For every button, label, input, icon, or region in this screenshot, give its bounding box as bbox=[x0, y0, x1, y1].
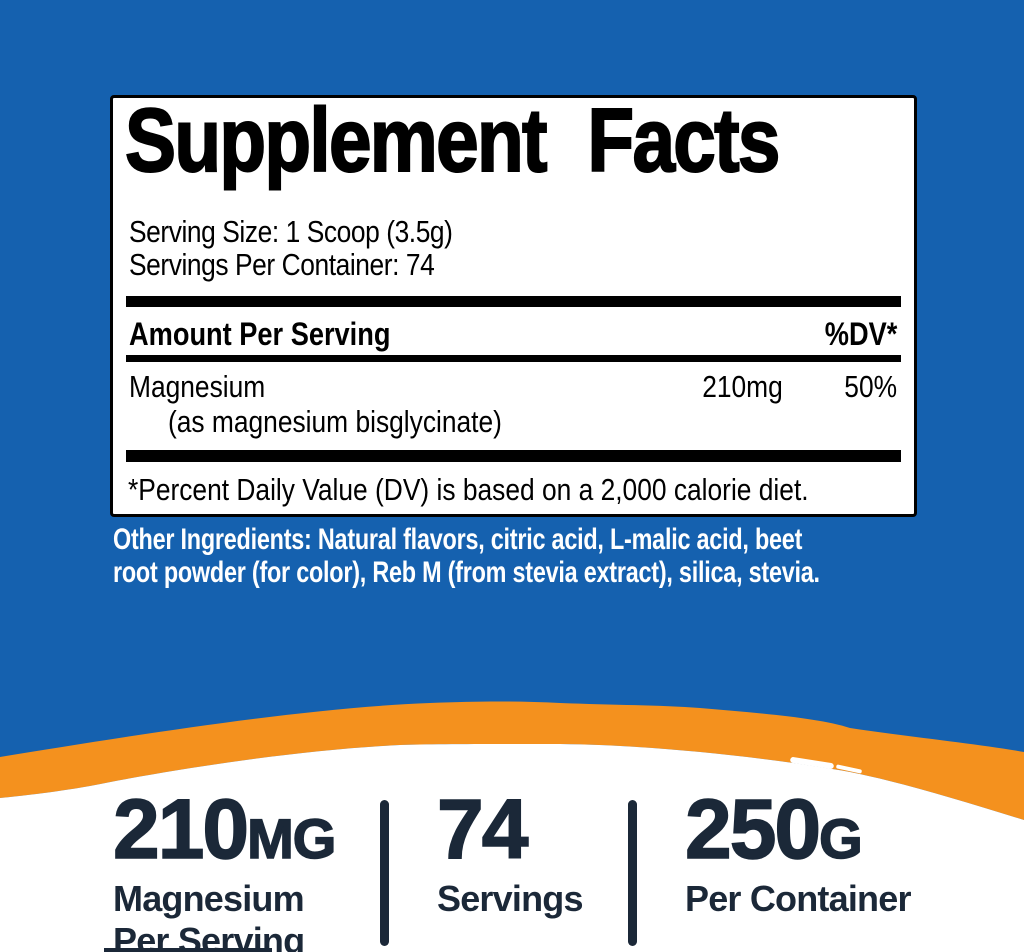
supplement-facts-panel: Supplement Facts Serving Size: 1 Scoop (… bbox=[110, 95, 917, 517]
medium-divider-bar bbox=[126, 355, 901, 362]
other-ingredients: Other Ingredients: Natural flavors, citr… bbox=[113, 523, 1013, 589]
nutrient-dv-percent: 50% bbox=[844, 369, 897, 404]
nutrient-row-magnesium: Magnesium 210mg 50% bbox=[129, 369, 897, 404]
stat-unit: G bbox=[818, 806, 863, 871]
brush-texture-sliver bbox=[790, 757, 834, 769]
orange-brush-stroke bbox=[0, 690, 1024, 952]
stat-label-line1: Per Container bbox=[685, 878, 911, 919]
stat-divider bbox=[380, 800, 389, 946]
stat-divider bbox=[628, 800, 637, 946]
stat-servings: 74 Servings bbox=[436, 786, 583, 920]
servings-per-container-line: Servings Per Container: 74 bbox=[129, 247, 435, 282]
stat-value: 250 bbox=[684, 782, 822, 876]
stat-value-line: 250G bbox=[684, 786, 911, 881]
stat-magnesium-per-serving: 210MG Magnesium Per Serving bbox=[112, 786, 337, 952]
daily-value-footnote-text: *Percent Daily Value (DV) is based on a … bbox=[128, 472, 809, 507]
white-footer-path bbox=[0, 744, 1024, 952]
stat-value: 74 bbox=[436, 782, 529, 876]
stat-unit: MG bbox=[246, 806, 337, 871]
brush-swash-graphic bbox=[0, 701, 1024, 952]
nutrient-source-detail: (as magnesium bisglycinate) bbox=[168, 404, 561, 440]
thick-divider-bar-bottom bbox=[126, 450, 901, 462]
stat-label-line1: Magnesium bbox=[113, 878, 305, 919]
orange-brush-path bbox=[0, 701, 1024, 820]
stat-value-line: 74 bbox=[436, 786, 583, 881]
cut-off-element-bottom-edge bbox=[104, 948, 272, 952]
dv-header: %DV* bbox=[824, 316, 897, 352]
amount-per-serving-header-row: Amount Per Serving %DV* bbox=[129, 316, 897, 352]
nutrient-amount: 210mg bbox=[702, 369, 783, 404]
stat-value-line: 210MG bbox=[112, 786, 337, 881]
brush-texture-sliver bbox=[836, 764, 862, 774]
stat-label-line1: Servings bbox=[437, 878, 583, 919]
stat-per-container: 250G Per Container bbox=[684, 786, 911, 920]
other-ingredients-line-1: Other Ingredients: Natural flavors, citr… bbox=[113, 523, 803, 556]
serving-info: Serving Size: 1 Scoop (3.5g) Servings Pe… bbox=[129, 215, 510, 281]
stat-label-line2: Per Serving bbox=[113, 920, 305, 952]
other-ingredients-line-2: root powder (for color), Reb M (from ste… bbox=[113, 556, 820, 589]
daily-value-footnote: *Percent Daily Value (DV) is based on a … bbox=[128, 472, 929, 508]
amount-per-serving-header: Amount Per Serving bbox=[129, 316, 391, 352]
serving-size-line: Serving Size: 1 Scoop (3.5g) bbox=[129, 214, 453, 249]
nutrient-name: Magnesium bbox=[129, 369, 266, 404]
supplement-facts-title: Supplement Facts bbox=[124, 91, 781, 191]
nutrient-source-text: (as magnesium bisglycinate) bbox=[168, 404, 502, 439]
stat-value: 210 bbox=[112, 782, 250, 876]
thick-divider-bar-top bbox=[126, 296, 901, 307]
